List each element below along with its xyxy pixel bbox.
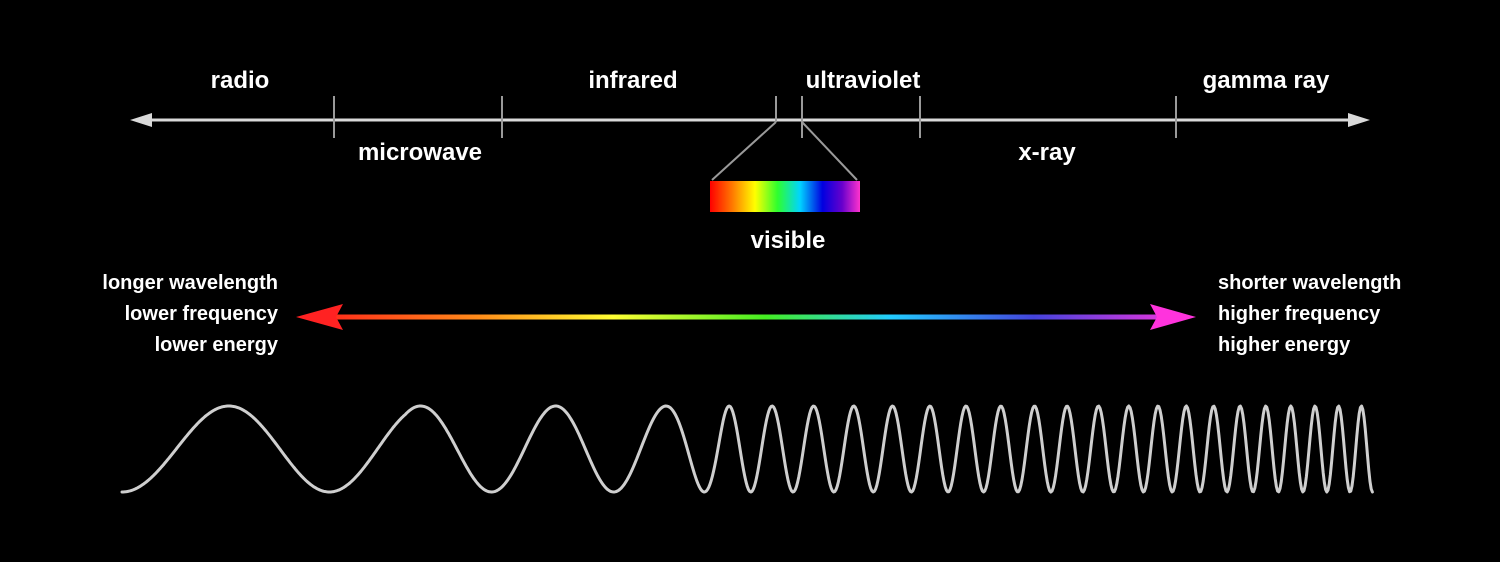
right-label-group: shorter wavelength higher frequency high…	[1218, 272, 1401, 356]
visible-zoom	[710, 121, 860, 212]
visible-spectrum-swatch	[710, 181, 860, 212]
left-label-wavelength: longer wavelength	[102, 272, 278, 294]
frequency-wave	[120, 404, 1374, 494]
band-label-radio: radio	[211, 67, 270, 94]
axis-left-arrowhead	[130, 113, 152, 127]
left-label-energy: lower energy	[155, 334, 279, 356]
band-label-microwave: microwave	[358, 139, 482, 166]
right-label-energy: higher energy	[1218, 334, 1351, 356]
band-label-xray: x-ray	[1018, 139, 1076, 166]
visible-zoom-line-left	[711, 121, 777, 181]
band-label-ultraviolet: ultraviolet	[806, 67, 921, 94]
right-label-frequency: higher frequency	[1218, 303, 1381, 325]
band-label-infrared: infrared	[588, 67, 677, 94]
band-label-visible: visible	[751, 227, 826, 254]
right-label-wavelength: shorter wavelength	[1218, 272, 1401, 294]
gradient-double-arrow	[296, 304, 1196, 330]
band-label-gamma-ray: gamma ray	[1203, 67, 1330, 94]
visible-zoom-line-right	[801, 121, 858, 181]
left-label-group: longer wavelength lower frequency lower …	[102, 272, 278, 356]
left-label-frequency: lower frequency	[125, 303, 279, 325]
axis-right-arrowhead	[1348, 113, 1370, 127]
spectrum-axis	[130, 96, 1370, 138]
gradient-arrow-left-head	[296, 304, 343, 330]
gradient-arrow-right-head	[1150, 304, 1196, 330]
